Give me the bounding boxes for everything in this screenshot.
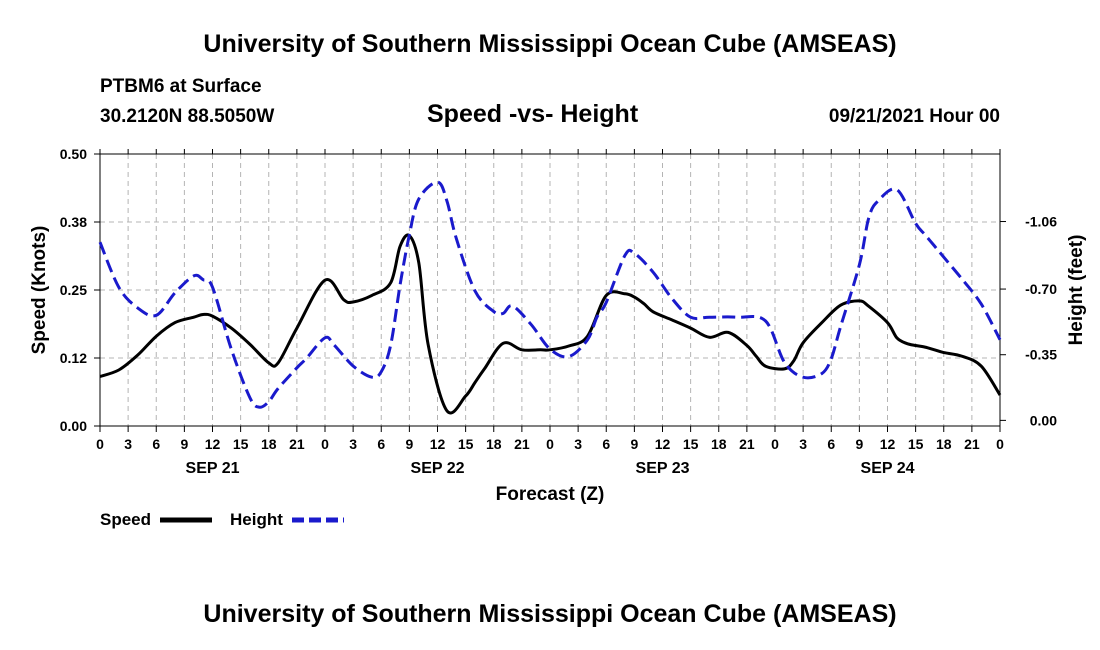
x-tick-label: 15 [683,436,699,452]
x-tick-label: 0 [96,436,104,452]
grid-lines [100,154,1000,426]
page-title-bottom: University of Southern Mississippi Ocean… [203,600,897,628]
x-tick-label: 18 [261,436,277,452]
x-tick-label: 6 [602,436,610,452]
x-tick-label: 3 [349,436,357,452]
x-tick-label: 3 [124,436,132,452]
legend-height-label: Height [230,510,283,529]
x-tick-label: 12 [430,436,446,452]
date-label: SEP 22 [411,460,465,477]
axis-labels: Forecast (Z) Speed (Knots) Height (feet) [29,226,1087,505]
x-tick-label: 12 [655,436,671,452]
x-tick-label: 6 [377,436,385,452]
x-tick-label: 0 [771,436,779,452]
station-label: PTBM6 at Surface [100,76,262,97]
x-tick-label: 3 [799,436,807,452]
axis-ticks: 0 3 6 9 12 15 18 21 0 3 6 9 12 15 18 21 0 3 6 9 12 15 18 21 0 3 6 9… [60,146,1057,477]
x-tick-label: 21 [739,436,755,452]
y-left-tick-label: 0.25 [60,282,87,298]
y-right-tick-label: -1.06 [1025,214,1057,230]
x-tick-label: 9 [180,436,188,452]
x-tick-label: 0 [321,436,329,452]
x-tick-label: 3 [574,436,582,452]
x-tick-label: 0 [546,436,554,452]
y-right-tick-label: -0.70 [1025,281,1057,297]
height-series-line [98,180,1002,409]
y-left-tick-label: 0.50 [60,146,87,162]
legend-speed-label: Speed [100,510,151,529]
y-axis-left-label: Speed (Knots) [29,226,50,355]
x-tick-label: 21 [964,436,980,452]
series-group [98,180,1002,415]
page-title-top: University of Southern Mississippi Ocean… [203,30,897,58]
chart-title: Speed -vs- Height [427,100,639,128]
date-label: SEP 24 [861,460,915,477]
x-tick-label: 21 [289,436,305,452]
date-label: SEP 23 [636,460,690,477]
y-left-tick-label: 0.38 [60,214,87,230]
x-tick-label: 12 [205,436,221,452]
x-tick-label: 21 [514,436,530,452]
y-right-tick-label: 0.00 [1030,412,1057,428]
x-tick-label: 18 [936,436,952,452]
legend: Speed Height [100,510,344,529]
x-tick-label: 9 [855,436,863,452]
y-axis-right-label: Height (feet) [1066,235,1087,346]
x-tick-label: 6 [827,436,835,452]
y-left-tick-label: 0.00 [60,418,87,434]
datetime-label: 09/21/2021 Hour 00 [828,106,1000,127]
x-axis-label: Forecast (Z) [496,484,605,505]
x-tick-label: 18 [711,436,727,452]
x-tick-label: 15 [233,436,249,452]
date-label: SEP 21 [186,460,240,477]
x-tick-label: 18 [486,436,502,452]
coordinates-label: 30.2120N 88.5050W [100,106,275,127]
x-tick-label: 12 [880,436,896,452]
y-right-tick-label: -0.35 [1025,347,1057,363]
y-left-tick-label: 0.12 [60,350,87,366]
speed-series-line [99,233,1002,415]
x-tick-label: 9 [630,436,638,452]
x-tick-label: 6 [152,436,160,452]
x-tick-label: 15 [908,436,924,452]
x-tick-label: 15 [458,436,474,452]
x-tick-label: 0 [996,436,1004,452]
x-tick-label: 9 [405,436,413,452]
